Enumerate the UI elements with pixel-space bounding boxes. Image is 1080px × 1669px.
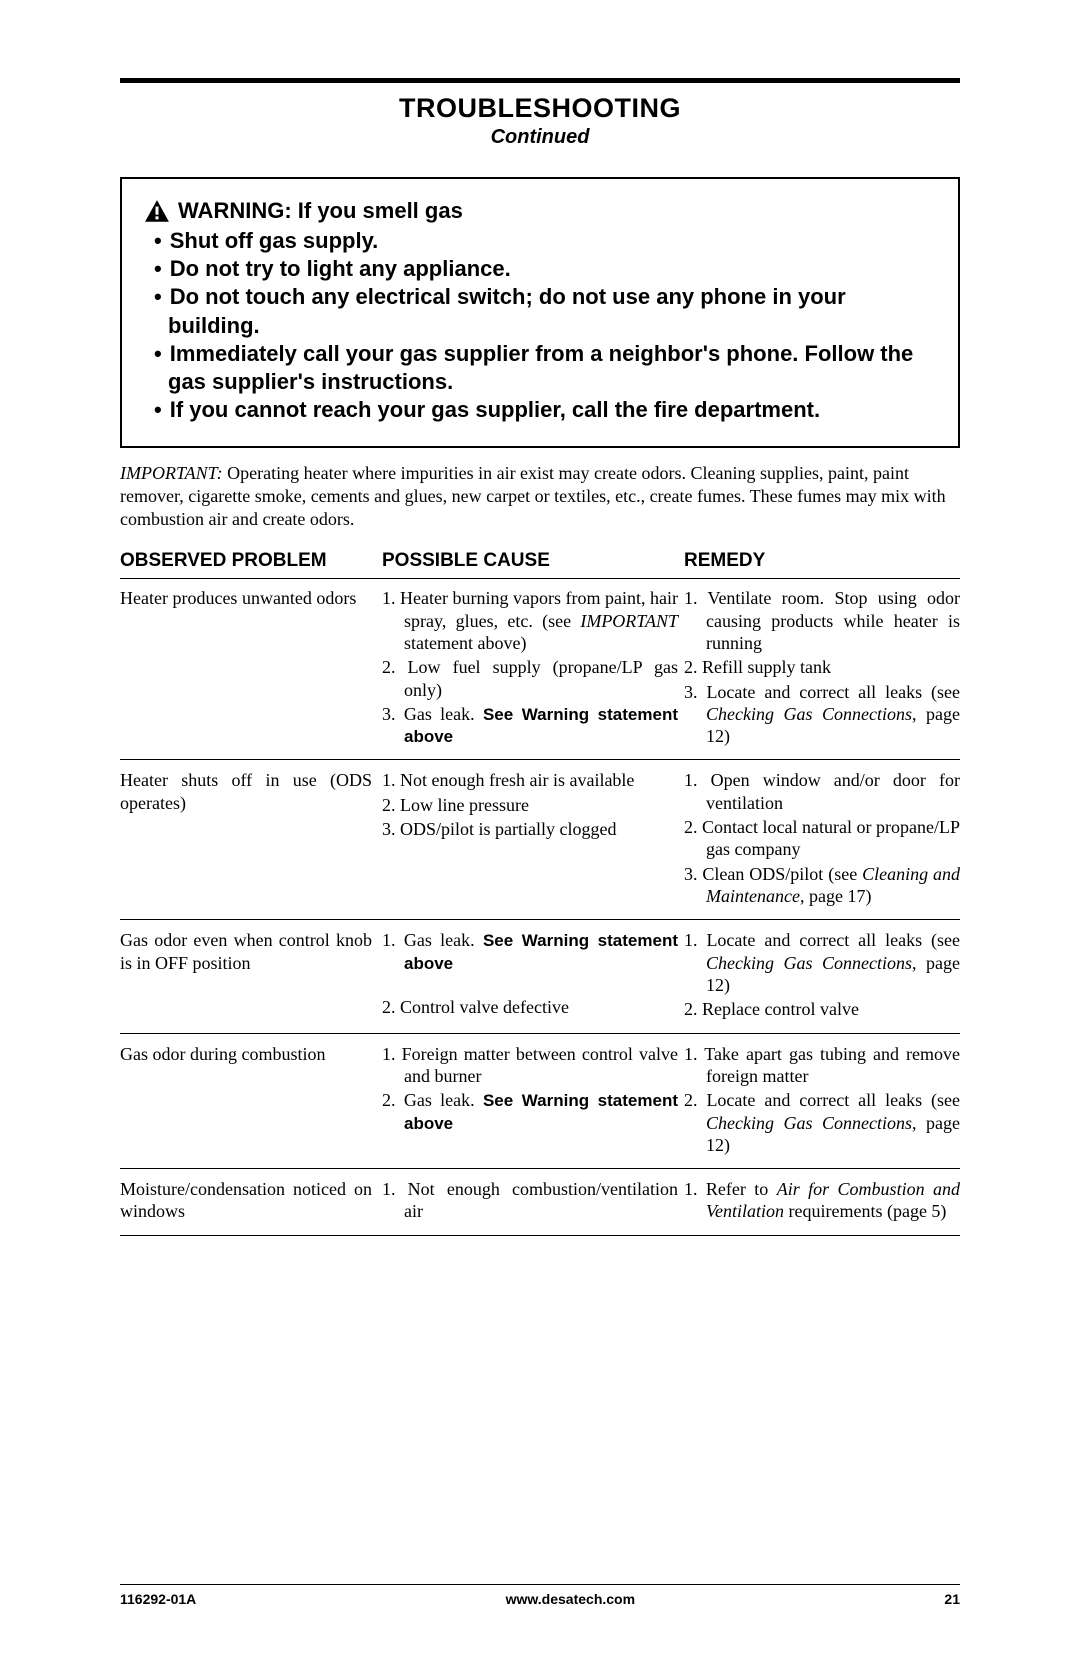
warning-item: If you cannot reach your gas supplier, c… [144,396,936,424]
warning-item: Shut off gas supply. [144,227,936,255]
table-row: Heater produces unwanted odors 1. Heater… [120,587,960,760]
cell-cause: 1. Heater burning vapors from paint, hai… [382,587,684,749]
cell-problem: Gas odor during combustion [120,1043,382,1159]
cell-problem: Gas odor even when control knob is in OF… [120,929,382,1022]
cell-remedy: 1. Take apart gas tubing and remove fore… [684,1043,960,1159]
table-header: OBSERVED PROBLEM POSSIBLE CAUSE REMEDY [120,550,960,579]
table-row: Gas odor during combustion 1. Foreign ma… [120,1043,960,1170]
cell-remedy: 1. Ventilate room. Stop using odor causi… [684,587,960,749]
warning-label: WARNING: If you smell gas [178,197,463,225]
warning-item: Do not touch any electrical switch; do n… [144,283,936,339]
cell-problem: Heater produces unwanted odors [120,587,382,749]
col-head-problem: OBSERVED PROBLEM [120,550,382,572]
table-row: Heater shuts off in use (ODS operates) 1… [120,769,960,920]
footer-page-number: 21 [944,1591,960,1607]
top-rule [120,78,960,83]
cell-remedy: 1. Locate and correct all leaks (see Che… [684,929,960,1022]
important-note: IMPORTANT: Operating heater where impuri… [120,462,960,530]
page-footer: 116292-01A www.desatech.com 21 [120,1584,960,1607]
warning-triangle-icon [144,199,170,223]
footer-url: www.desatech.com [506,1591,635,1607]
warning-list: Shut off gas supply. Do not try to light… [144,227,936,424]
cell-problem: Moisture/condensation noticed on windows [120,1178,382,1225]
warning-item: Immediately call your gas supplier from … [144,340,936,396]
cell-cause: 1. Not enough fresh air is available 2. … [382,769,684,909]
important-lead: IMPORTANT: [120,463,223,483]
col-head-cause: POSSIBLE CAUSE [382,550,684,572]
warning-item: Do not try to light any appliance. [144,255,936,283]
page-title: TROUBLESHOOTING [120,93,960,124]
footer-doc-id: 116292-01A [120,1591,196,1607]
table-row: Gas odor even when control knob is in OF… [120,929,960,1033]
cell-cause: 1. Not enough combustion/ventilation air [382,1178,684,1225]
cell-remedy: 1. Refer to Air for Combustion and Venti… [684,1178,960,1225]
cell-cause: 1. Foreign matter between control valve … [382,1043,684,1159]
cell-problem: Heater shuts off in use (ODS operates) [120,769,382,909]
warning-box: WARNING: If you smell gas Shut off gas s… [120,177,960,448]
page-subtitle: Continued [120,126,960,149]
cell-cause: 1. Gas leak. See Warning statement above… [382,929,684,1022]
col-head-remedy: REMEDY [684,550,960,572]
cell-remedy: 1. Open window and/or door for ventilati… [684,769,960,909]
table-row: Moisture/condensation noticed on windows… [120,1178,960,1236]
important-text: Operating heater where impurities in air… [120,463,946,528]
